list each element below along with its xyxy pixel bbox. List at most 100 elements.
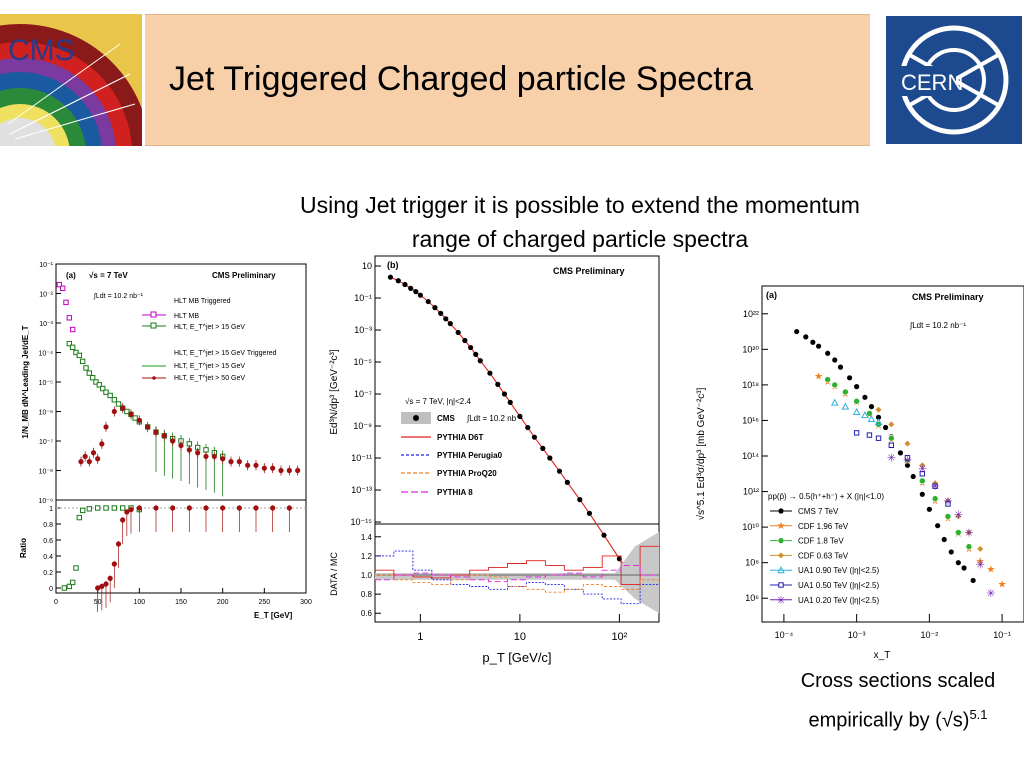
data-point-cms-7-tev bbox=[948, 549, 954, 555]
data-point-hlt-jet50 bbox=[186, 447, 192, 453]
y-tick-label: 10 bbox=[362, 261, 372, 271]
data-point-cdf-1-96-tev: ★ bbox=[998, 579, 1007, 590]
data-point-hlt-jet15 bbox=[111, 397, 118, 403]
ratio-y-tick-label: 1.4 bbox=[361, 533, 373, 542]
ratio-point-jet50 bbox=[95, 585, 101, 591]
x-tick-label: 1 bbox=[417, 631, 423, 643]
data-point-cdf-1-8-tev bbox=[831, 381, 839, 389]
ratio-proq20 bbox=[375, 574, 659, 593]
y-tick-label: 10²⁰ bbox=[742, 344, 759, 354]
data-point-cdf-1-8-tev bbox=[955, 529, 962, 536]
x-tick-label: 250 bbox=[258, 599, 270, 606]
data-point-hlt-jet15 bbox=[76, 352, 83, 359]
data-point-cms-7-tev bbox=[832, 357, 838, 363]
panel-label: (a) bbox=[66, 271, 76, 280]
y-axis-label: 1/N_MB dN^Leading Jet/dE_T bbox=[21, 325, 30, 438]
subtitle: Using Jet trigger it is possible to exte… bbox=[230, 188, 930, 256]
data-point-ua1-0-20-tev-2-5: ✳ bbox=[918, 463, 927, 475]
y-axis-label: √s^5.1 Ed³σ/dp³ [mb GeV⁻²c³] bbox=[695, 387, 707, 520]
x-tick-label: 0 bbox=[54, 599, 58, 606]
legend-heading-2: HLT, E_T^jet > 15 GeV Triggered bbox=[174, 350, 277, 357]
ratio-point-jet50 bbox=[186, 505, 192, 511]
energy-label: √s = 7 TeV bbox=[89, 271, 128, 280]
legend-marker-hlt-jet15 bbox=[150, 322, 157, 329]
data-point-hlt-jet15 bbox=[203, 447, 209, 453]
data-point-cms bbox=[443, 316, 449, 322]
cern-logo: CERN bbox=[884, 14, 1024, 146]
data-point-cms bbox=[455, 329, 461, 336]
ratio-point-jet50 bbox=[286, 505, 292, 511]
data-point-cms-7-tev bbox=[970, 577, 976, 584]
ratio-point-jet50 bbox=[220, 505, 226, 511]
ratio-y-axis-label: Ratio bbox=[19, 538, 28, 558]
x-tick-label: 100 bbox=[133, 599, 145, 606]
legend-entry-hlt-mb: HLT MB bbox=[174, 313, 199, 320]
ratio-y-tick-label: 1.0 bbox=[361, 571, 373, 580]
x-tick-label: 10⁻¹ bbox=[993, 630, 1011, 640]
data-point-cms bbox=[525, 424, 531, 431]
caption: Cross sections scaled empirically by (√s… bbox=[768, 665, 1024, 738]
x-tick-label: 150 bbox=[175, 599, 187, 606]
data-point-hlt-jet50 bbox=[145, 424, 151, 430]
data-point-hlt-jet50 bbox=[195, 450, 201, 456]
data-point-hlt-mb bbox=[59, 285, 66, 292]
ratio-y-tick-label: 0.4 bbox=[43, 554, 53, 561]
data-point-hlt-mb bbox=[66, 315, 73, 321]
data-point-cms bbox=[507, 399, 513, 405]
data-point-cms bbox=[395, 278, 401, 284]
y-tick-label: 10⁻¹¹ bbox=[351, 453, 372, 463]
data-point-cms bbox=[586, 510, 593, 516]
y-tick-label: 10⁻¹⁵ bbox=[351, 517, 373, 527]
data-point-ua1-0-50-tev-2-5 bbox=[866, 432, 873, 438]
panel-label: (b) bbox=[387, 260, 399, 270]
data-point-cms-7-tev bbox=[882, 424, 889, 431]
cms-preliminary-label: CMS Preliminary bbox=[553, 266, 625, 276]
data-point-cms-7-tev bbox=[941, 536, 947, 543]
data-point-cdf-0-63-tev bbox=[944, 497, 951, 504]
ratio-y-tick-label: 1 bbox=[49, 506, 53, 513]
data-point-hlt-jet15 bbox=[69, 344, 76, 351]
legend-entry-cms: CMS bbox=[437, 414, 455, 423]
data-point-cms-7-tev bbox=[961, 565, 967, 571]
data-point-cdf-1-8-tev bbox=[866, 410, 873, 417]
legend-marker-jet50 bbox=[152, 376, 156, 380]
ratio-point-jet15 bbox=[69, 579, 76, 586]
data-point-ua1-0-20-tev-2-5: ✳ bbox=[887, 453, 896, 465]
ratio-point-jet50 bbox=[236, 505, 242, 511]
data-point-hlt-jet50 bbox=[120, 405, 126, 411]
data-point-ua1-0-20-tev-2-5: ✳ bbox=[976, 559, 985, 571]
ratio-point-jet50 bbox=[203, 505, 209, 511]
ratio-y-tick-label: 1.2 bbox=[361, 552, 373, 561]
data-point-hlt-jet50 bbox=[211, 453, 217, 460]
ratio-point-jet15 bbox=[73, 565, 79, 571]
caption-line-1: Cross sections scaled bbox=[800, 670, 996, 692]
data-point-cdf-1-8-tev bbox=[888, 434, 895, 442]
data-point-cms-7-tev bbox=[955, 560, 961, 566]
legend-entry: CDF 1.8 TeV bbox=[798, 537, 844, 546]
data-point-hlt-jet50 bbox=[111, 408, 117, 415]
data-point-cms-7-tev bbox=[815, 343, 822, 349]
data-point-cms-7-tev bbox=[904, 462, 911, 468]
data-point-hlt-jet15 bbox=[107, 392, 113, 399]
y-tick-label: 10⁻² bbox=[39, 292, 53, 299]
data-point-hlt-jet50 bbox=[161, 433, 167, 439]
data-point-cms-7-tev bbox=[837, 364, 844, 370]
y-tick-label: 10¹⁶ bbox=[742, 415, 759, 425]
data-point-cms-7-tev bbox=[794, 328, 800, 335]
data-point-hlt-jet15 bbox=[79, 358, 86, 365]
data-point-cdf-0-63-tev bbox=[904, 440, 911, 447]
data-point-hlt-jet50 bbox=[286, 467, 292, 474]
leading-jet-spectrum-chart: 10⁻¹ 10⁻² 10⁻³ 10⁻⁴ 10⁻⁵ 10⁻⁶ 10⁻⁷ 10⁻⁸ 10⁻⁹ 1 0.… bbox=[19, 262, 312, 620]
data-point-cms bbox=[531, 434, 538, 440]
data-point-hlt-jet50 bbox=[270, 465, 276, 471]
x-tick-label: 10⁻² bbox=[920, 630, 938, 640]
y-tick-label: 10¹⁴ bbox=[742, 451, 759, 461]
data-point-ua1-0-90-tev-2-5 bbox=[830, 398, 839, 406]
cms-preliminary-label: CMS Preliminary bbox=[912, 292, 984, 302]
y-tick-label: 10⁻¹ bbox=[354, 293, 372, 303]
subtitle-line-1: Using Jet trigger it is possible to exte… bbox=[300, 192, 860, 218]
plot-frame-top bbox=[374, 255, 660, 525]
ratio-point-jet15 bbox=[94, 505, 101, 511]
data-point-hlt-jet50 bbox=[136, 417, 142, 423]
data-point-cdf-0-63-tev bbox=[919, 462, 926, 469]
